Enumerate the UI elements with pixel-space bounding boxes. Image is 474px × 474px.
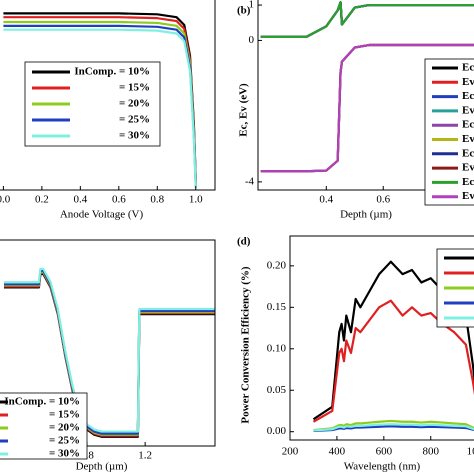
- x-tick-label: 0.4: [319, 194, 333, 206]
- legend-label: = 30%: [119, 130, 150, 142]
- legend-label: Ec: [462, 176, 474, 188]
- series-line: [260, 1, 474, 39]
- series-line: [313, 425, 474, 432]
- x-tick-label: 0.8: [150, 194, 164, 206]
- x-axis-label: Wavelength (nm): [344, 461, 421, 473]
- plot-frame: [257, 0, 474, 191]
- legend-label: = 15%: [119, 82, 150, 94]
- legend-label: = 20%: [49, 422, 80, 434]
- legend-label: Ev: [462, 190, 474, 202]
- series-line: [260, 1, 474, 39]
- panel-label: (d): [237, 236, 251, 248]
- y-tick-label: 1: [249, 0, 255, 11]
- legend-box: [0, 392, 88, 460]
- y-tick-label: 0.00: [267, 425, 287, 437]
- legend-label: = 25%: [119, 114, 150, 126]
- series-line: [312, 299, 474, 423]
- y-tick-label: 0.15: [267, 301, 287, 313]
- x-axis-label: Anode Voltage (V): [60, 209, 144, 221]
- legend-label: Ec: [462, 62, 474, 74]
- x-axis-label: Depth (µm): [340, 209, 392, 221]
- legend-label: InComp. = 10%: [4, 396, 80, 408]
- y-tick-label: 0: [249, 34, 255, 46]
- plot-frame: [0, 0, 216, 191]
- legend-label: Ev: [462, 104, 474, 116]
- series-line: [4, 267, 215, 433]
- series-line: [260, 1, 474, 39]
- x-tick-label: 800: [422, 446, 439, 458]
- y-axis-label: Power Conversion Efficiency (%): [240, 266, 252, 423]
- series-line: [260, 1, 474, 39]
- legend-label: = 30%: [49, 448, 80, 460]
- series-line: [313, 419, 474, 432]
- x-tick-label: 600: [376, 446, 393, 458]
- legend-label: Ev: [462, 76, 474, 88]
- legend-label: Ev: [462, 162, 474, 174]
- x-tick-label: 0.6: [112, 194, 126, 206]
- legend-label: InComp. = 10%: [74, 66, 150, 78]
- x-tick-label: 0.2: [35, 194, 49, 206]
- x-tick-label: 1.0: [189, 194, 203, 206]
- series-line: [313, 423, 474, 432]
- plot-frame: [289, 235, 474, 441]
- y-tick-label: 0.10: [267, 342, 287, 354]
- y-tick-label: -4: [245, 175, 255, 187]
- x-tick-label: 0.4: [73, 194, 87, 206]
- legend-label: Ec: [462, 147, 474, 159]
- series-line: [260, 1, 474, 39]
- x-tick-label: 0.6: [376, 194, 390, 206]
- x-axis-label: Depth (µm): [76, 461, 128, 473]
- x-tick-label: 1000: [467, 446, 474, 458]
- legend-label: = 20%: [119, 98, 150, 110]
- legend-label: Ev: [462, 133, 474, 145]
- legend-label: Ec: [462, 90, 474, 102]
- legend-label: = 25%: [49, 435, 80, 447]
- y-axis-label: Ec, Ev (eV): [238, 83, 250, 137]
- plot-frame: [0, 239, 216, 447]
- x-tick-label: 1.2: [138, 450, 152, 462]
- panel-label: (b): [237, 5, 251, 17]
- y-tick-label: 0.20: [267, 259, 287, 271]
- legend-label: Ec: [462, 119, 474, 131]
- y-tick-label: 0.05: [267, 384, 287, 396]
- series-line: [3, 28, 197, 189]
- legend-label: = 15%: [49, 409, 80, 421]
- x-tick-label: 0.0: [0, 194, 11, 206]
- x-tick-label: 200: [282, 446, 299, 458]
- x-tick-label: 400: [329, 446, 346, 458]
- series-line: [260, 43, 474, 173]
